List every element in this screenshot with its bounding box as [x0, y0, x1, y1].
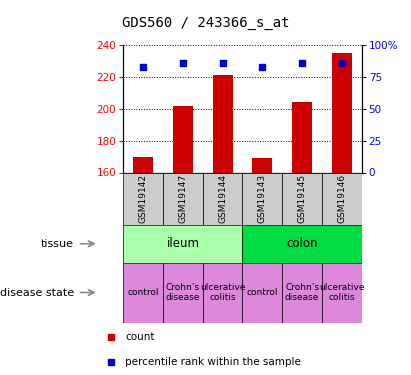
- Point: [259, 64, 266, 70]
- Bar: [242, 225, 362, 262]
- Bar: [213, 75, 233, 172]
- Bar: [133, 157, 153, 172]
- Bar: [242, 172, 282, 225]
- Text: ileum: ileum: [166, 237, 199, 250]
- Point: [339, 60, 345, 66]
- Bar: [173, 106, 193, 172]
- Bar: [322, 172, 362, 225]
- Text: GDS560 / 243366_s_at: GDS560 / 243366_s_at: [122, 15, 289, 30]
- Bar: [163, 172, 203, 225]
- Bar: [203, 172, 242, 225]
- Text: GSM19145: GSM19145: [298, 174, 307, 223]
- Bar: [252, 158, 272, 172]
- Text: disease state: disease state: [0, 288, 74, 297]
- Bar: [163, 262, 203, 322]
- Text: GSM19143: GSM19143: [258, 174, 267, 223]
- Bar: [282, 172, 322, 225]
- Text: GSM19147: GSM19147: [178, 174, 187, 223]
- Bar: [242, 262, 282, 322]
- Text: ulcerative
colitis: ulcerative colitis: [319, 283, 365, 302]
- Bar: [123, 225, 242, 262]
- Point: [219, 60, 226, 66]
- Text: ulcerative
colitis: ulcerative colitis: [200, 283, 245, 302]
- Text: tissue: tissue: [41, 239, 74, 249]
- Bar: [322, 262, 362, 322]
- Text: GSM19146: GSM19146: [337, 174, 346, 223]
- Text: colon: colon: [286, 237, 318, 250]
- Point: [299, 60, 305, 66]
- Bar: [292, 102, 312, 172]
- Text: GSM19144: GSM19144: [218, 174, 227, 223]
- Text: count: count: [125, 332, 155, 342]
- Text: GSM19142: GSM19142: [139, 174, 148, 223]
- Bar: [203, 262, 242, 322]
- Text: percentile rank within the sample: percentile rank within the sample: [125, 357, 301, 367]
- Text: Crohn’s
disease: Crohn’s disease: [285, 283, 319, 302]
- Text: Crohn’s
disease: Crohn’s disease: [166, 283, 200, 302]
- Bar: [123, 172, 163, 225]
- Point: [180, 60, 186, 66]
- Text: control: control: [127, 288, 159, 297]
- Point: [140, 64, 146, 70]
- Bar: [123, 262, 163, 322]
- Bar: [332, 53, 352, 173]
- Bar: [282, 262, 322, 322]
- Text: control: control: [247, 288, 278, 297]
